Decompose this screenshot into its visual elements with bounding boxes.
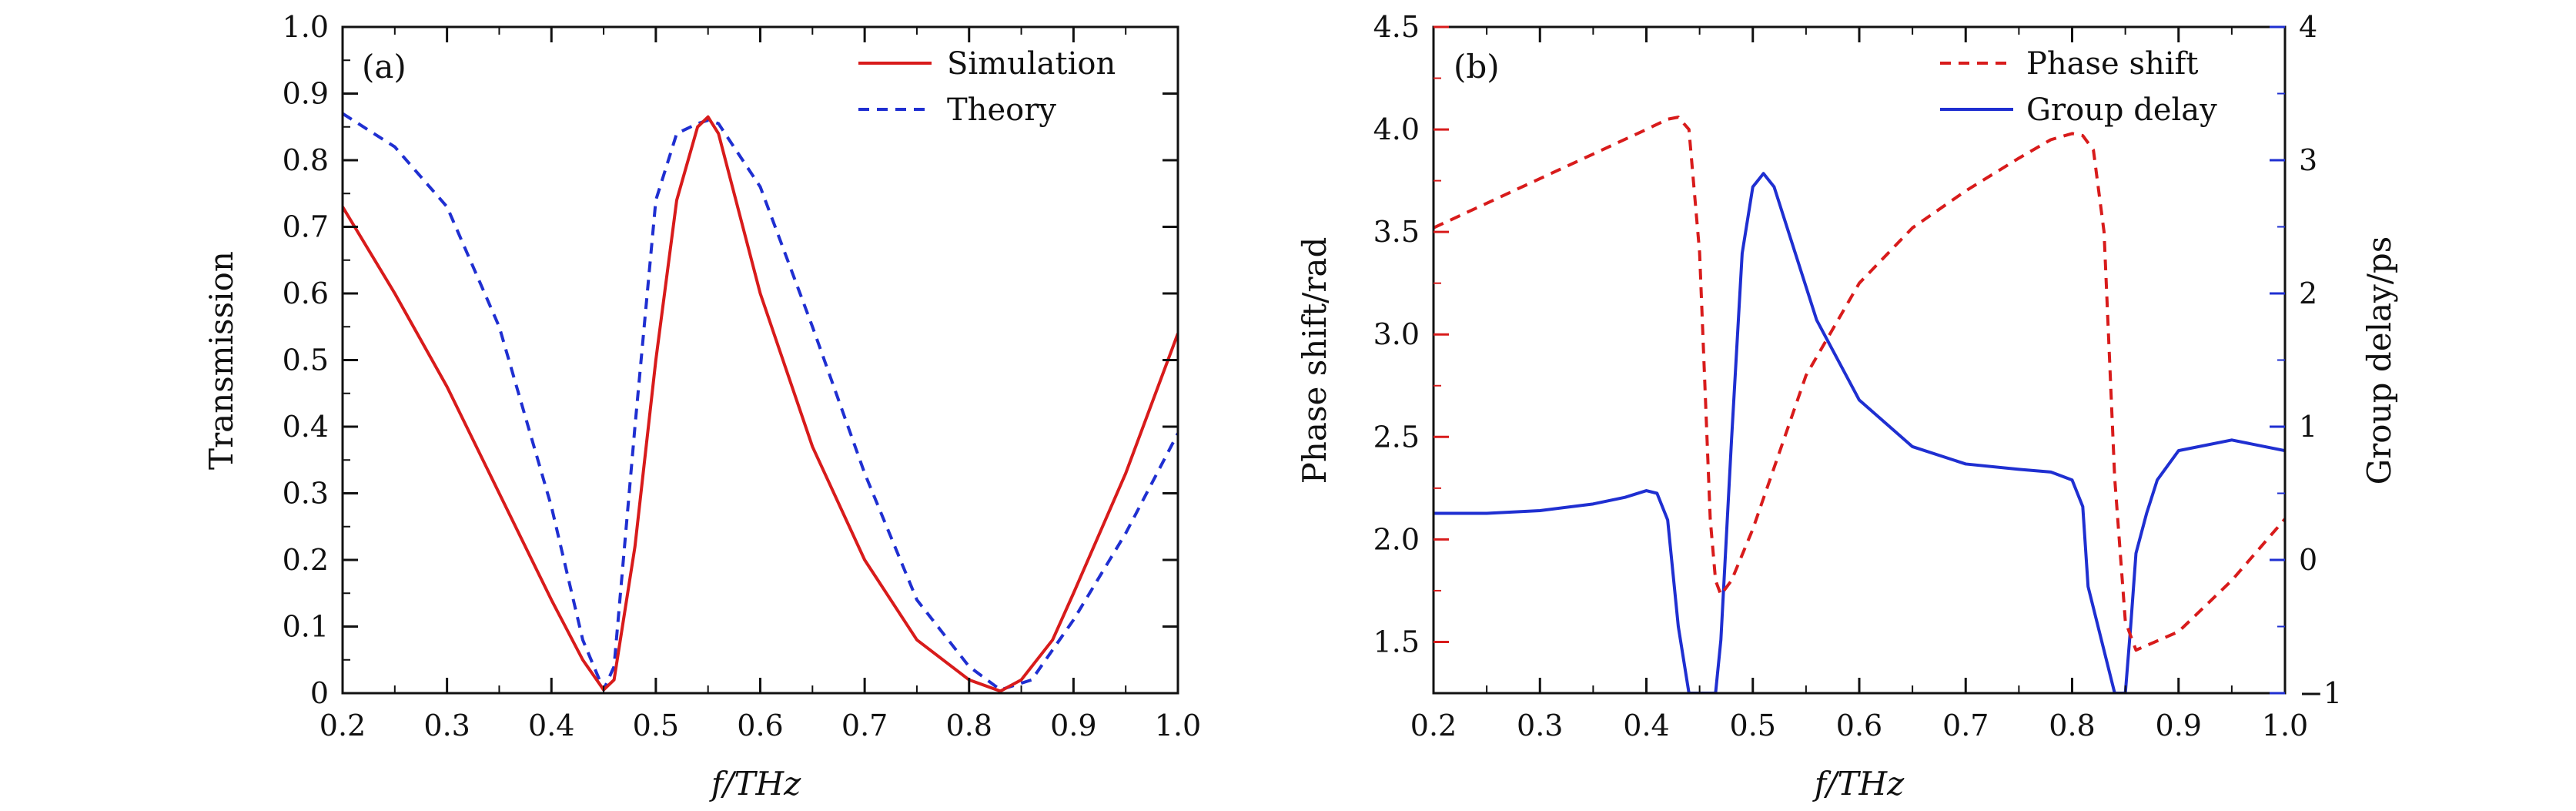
panel-b-label: (b) bbox=[1454, 48, 1500, 85]
panel-b-left-y-tick-label: 4.5 bbox=[1373, 10, 1420, 44]
panel-b-x-tick-label: 0.6 bbox=[1836, 709, 1882, 742]
panel-a-y-tick-label: 0.2 bbox=[283, 543, 329, 577]
panel-b-x-axis-title: f/THz bbox=[1812, 765, 1905, 803]
panel-b-x-tick-label: 0.2 bbox=[1410, 709, 1457, 742]
panel-b-x-tick-label: 1.0 bbox=[2262, 709, 2308, 742]
panel-b-right-y-tick-label: 1 bbox=[2299, 410, 2317, 444]
panel-b-x-tick-label: 0.4 bbox=[1623, 709, 1669, 742]
panel-b-x-tick-label: 0.8 bbox=[2049, 709, 2095, 742]
panel-a-x-tick-label: 0.8 bbox=[946, 709, 992, 742]
panel-a-x-tick-label: 0.2 bbox=[319, 709, 366, 742]
panel-b-left-y-tick-label: 2.0 bbox=[1373, 522, 1420, 556]
panel-b-legend: Phase shift Group delay bbox=[1940, 46, 2217, 128]
panel-a-x-tick-label: 0.7 bbox=[841, 709, 888, 742]
panel-b-right-y-tick-label: 4 bbox=[2299, 10, 2317, 44]
panel-b-right-y-tick-label: 2 bbox=[2299, 276, 2317, 310]
panel-b-left-y-ticks: 1.5 2.0 2.5 3.0 3.5 4.0 4.5 bbox=[1373, 10, 1449, 659]
panel-a-y-ticks: 0 0.1 0.2 0.3 0.4 0.5 0.6 0.7 0.8 0.9 1.0 bbox=[283, 10, 1178, 710]
panel-a-x-tick-label: 0.6 bbox=[737, 709, 783, 742]
panel-a-y-tick-label: 0.5 bbox=[283, 344, 329, 377]
panel-a-x-tick-label: 0.4 bbox=[528, 709, 574, 742]
panel-b-left-y-axis-title: Phase shift/rad bbox=[1296, 237, 1333, 484]
panel-b-right-y-tick-label: 3 bbox=[2299, 143, 2317, 177]
panel-a-y-tick-label: 0.6 bbox=[283, 276, 329, 310]
panel-b-series-layer bbox=[1434, 116, 2285, 693]
panel-b: 0.2 0.3 0.4 0.5 0.6 0.7 0.8 0.9 1.0 1.5 2.0 2.5 3.0… bbox=[1296, 10, 2398, 803]
panel-a-y-tick-label: 1.0 bbox=[283, 10, 329, 44]
series-line-group-delay bbox=[1434, 172, 2285, 693]
panel-a: 0.2 0.3 0.4 0.5 0.6 0.7 0.8 0.9 1.0 00.10.20.30.… bbox=[202, 10, 1201, 803]
legend-label-group-delay: Group delay bbox=[2026, 92, 2217, 128]
panel-b-x-tick-label: 0.5 bbox=[1730, 709, 1776, 742]
legend-label-simulation: Simulation bbox=[947, 46, 1116, 82]
panel-a-x-tick-label: 0.9 bbox=[1050, 709, 1096, 742]
series-line-simulation bbox=[343, 115, 1178, 693]
panel-b-x-ticks: 0.2 0.3 0.4 0.5 0.6 0.7 0.8 0.9 1.0 bbox=[1410, 27, 2308, 742]
panel-b-x-tick-label: 0.7 bbox=[1942, 709, 1989, 742]
panel-a-y-tick-label: 0.3 bbox=[283, 477, 329, 511]
panel-b-left-y-tick-label: 2.5 bbox=[1373, 420, 1420, 454]
series-line-phase-shift bbox=[1434, 116, 2285, 652]
panel-a-y-tick-label: 0.7 bbox=[283, 210, 329, 244]
panel-a-x-tick-label: 0.5 bbox=[633, 709, 679, 742]
panel-a-x-ticks: 0.2 0.3 0.4 0.5 0.6 0.7 0.8 0.9 1.0 bbox=[319, 27, 1201, 742]
panel-a-label: (a) bbox=[362, 48, 406, 85]
panel-a-x-tick-label: 0.3 bbox=[423, 709, 470, 742]
panel-b-right-y-axis-title: Group delay/ps bbox=[2360, 236, 2398, 485]
panel-b-right-y-tick-label: −1 bbox=[2299, 676, 2342, 710]
panel-a-y-tick-label: 0.9 bbox=[283, 77, 329, 111]
panel-b-left-y-tick-label: 3.5 bbox=[1373, 215, 1420, 249]
panel-a-series-layer bbox=[343, 112, 1178, 693]
panel-b-right-y-tick-label: 0 bbox=[2299, 543, 2317, 577]
panel-a-y-tick-label: 0 bbox=[310, 676, 329, 710]
panel-b-x-tick-label: 0.9 bbox=[2156, 709, 2202, 742]
series-line-theory bbox=[343, 112, 1178, 692]
panel-b-left-y-tick-label: 3.0 bbox=[1373, 317, 1420, 351]
panel-b-x-tick-label: 0.3 bbox=[1517, 709, 1563, 742]
legend-label-theory: Theory bbox=[947, 92, 1056, 128]
panel-a-y-tick-label: 0.1 bbox=[283, 610, 329, 644]
panel-a-x-axis-title: f/THz bbox=[709, 765, 801, 803]
panel-b-left-y-tick-label: 4.0 bbox=[1373, 112, 1420, 146]
panel-b-left-y-tick-label: 1.5 bbox=[1373, 625, 1420, 659]
panel-a-y-axis-title: Transmission bbox=[202, 251, 240, 470]
panel-a-y-tick-label: 0.4 bbox=[283, 410, 329, 444]
panel-a-legend: Simulation Theory bbox=[858, 46, 1116, 128]
legend-label-phase-shift: Phase shift bbox=[2026, 46, 2198, 82]
panel-b-right-y-ticks: −1 0 1 2 3 4 bbox=[2270, 10, 2342, 710]
panel-a-y-tick-label: 0.8 bbox=[283, 143, 329, 177]
panel-a-x-tick-label: 1.0 bbox=[1155, 709, 1201, 742]
